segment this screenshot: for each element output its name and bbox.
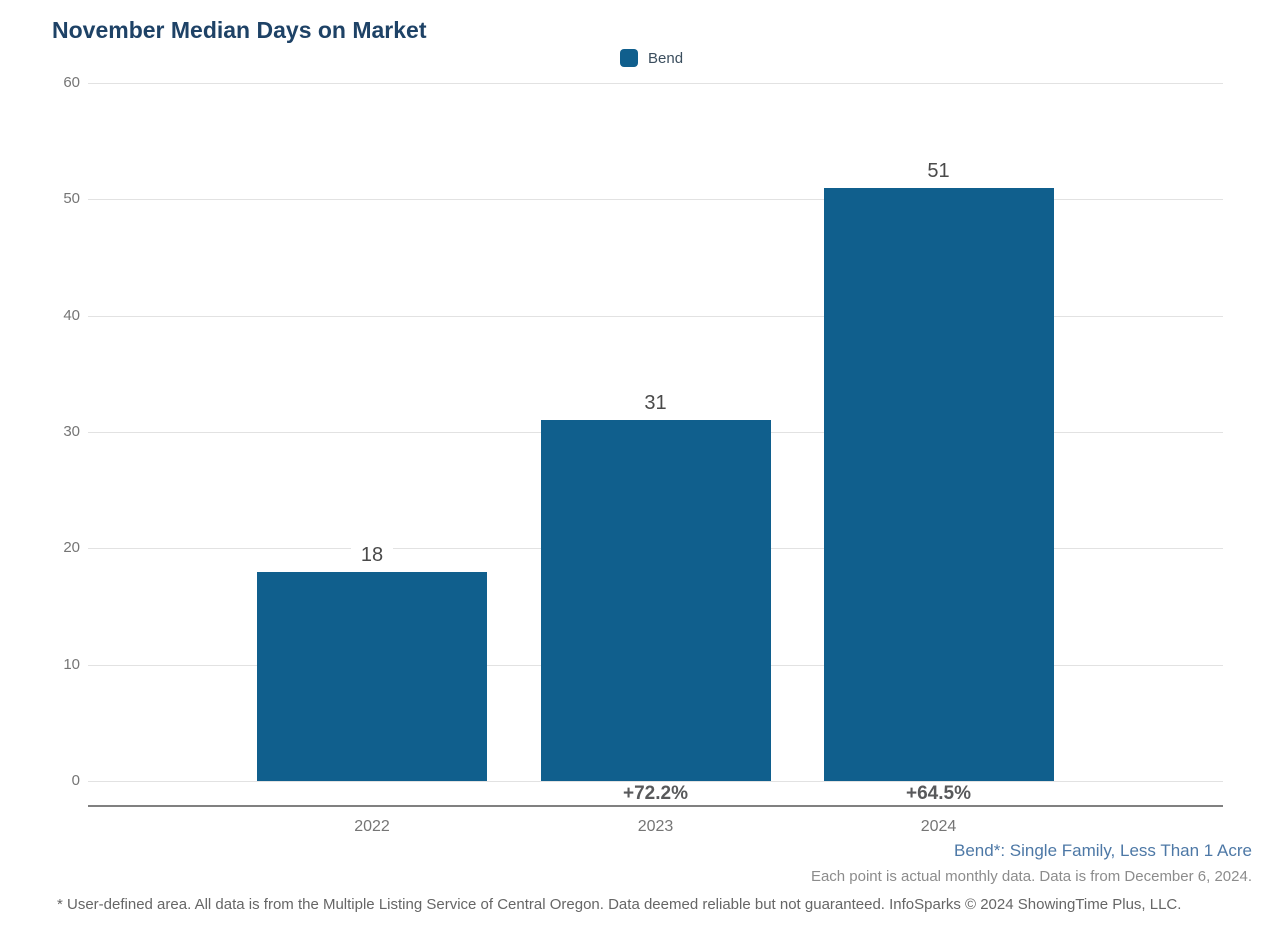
y-axis-tick-10: 10: [63, 655, 80, 673]
bar-value-label-2022: 18: [257, 543, 487, 567]
x-axis-tick-2023: 2023: [637, 818, 674, 835]
y-axis-tick-40: 40: [63, 306, 80, 324]
x-axis-line: [88, 805, 1223, 807]
bar-value-label-2024: 51: [824, 159, 1054, 183]
y-axis-tick-50: 50: [63, 190, 80, 208]
y-axis-tick-30: 30: [63, 423, 80, 440]
bar-2024[interactable]: [823, 187, 1054, 781]
bar-2022[interactable]: [257, 571, 487, 781]
pct-change-label-2024: +64.5%: [906, 783, 971, 804]
pct-change-label-2023: +72.2%: [623, 783, 688, 804]
legend-label: Bend: [648, 49, 684, 67]
gridline-y60: [88, 83, 1223, 84]
gridline-y40: [88, 315, 1223, 317]
y-axis-tick-20: 20: [63, 539, 80, 557]
x-axis-tick-2022: 2022: [354, 818, 390, 835]
disclaimer-footer: * User-defined area. All data is from th…: [57, 896, 1182, 913]
data-source-note: Each point is actual monthly data. Data …: [810, 868, 1252, 885]
y-axis-tick-0: 0: [71, 772, 80, 789]
gridline-y0: [88, 781, 1223, 782]
series-definition-note: Bend*: Single Family, Less Than 1 Acre: [954, 841, 1252, 860]
y-axis-tick-60: 60: [63, 74, 80, 91]
bar-2023[interactable]: [540, 420, 771, 781]
gridline-y50: [88, 199, 1223, 201]
chart-title: November Median Days on Market: [52, 17, 427, 43]
bar-value-label-2023: 31: [541, 391, 771, 415]
x-axis-tick-2024: 2024: [920, 818, 957, 835]
legend-swatch-icon: [620, 49, 638, 67]
legend-item-bend[interactable]: Bend: [620, 49, 683, 67]
